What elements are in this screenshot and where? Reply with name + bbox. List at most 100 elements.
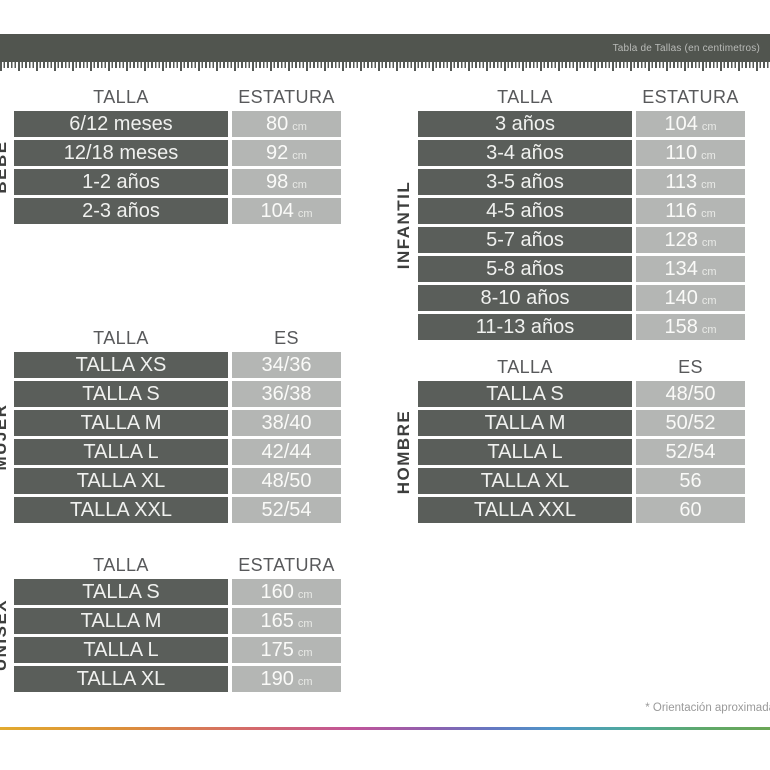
unit-label: cm	[701, 323, 717, 336]
size-cell: TALLA S	[14, 579, 228, 605]
size-cell: TALLA XL	[14, 468, 228, 494]
size-cell: TALLA XL	[14, 666, 228, 692]
value-cell: 104 cm	[636, 111, 745, 137]
size-cell: 11-13 años	[418, 314, 632, 340]
column-header-estatura: ESTATURA	[238, 555, 335, 575]
value-cell: 165 cm	[232, 608, 341, 634]
unit-label: cm	[297, 617, 313, 630]
height-value: 158	[664, 315, 698, 338]
column-header-es: ES	[274, 328, 299, 348]
column-header-talla: TALLA	[93, 555, 149, 575]
size-cell: 3-5 años	[418, 169, 632, 195]
value-cell: 116 cm	[636, 198, 745, 224]
size-cell: TALLA M	[418, 410, 632, 436]
table-row: TALLA S 36/38	[14, 381, 341, 407]
unit-label: cm	[297, 675, 313, 688]
value-cell: 160 cm	[232, 579, 341, 605]
table-header-row: TALLA ESTATURA	[14, 87, 341, 107]
unit-label: cm	[701, 120, 717, 133]
height-value: 134	[664, 257, 698, 280]
value-cell: 113 cm	[636, 169, 745, 195]
unit-label: cm	[701, 149, 716, 162]
height-value: 104	[260, 199, 294, 222]
value-cell: 110 cm	[636, 140, 745, 166]
height-value: 165	[260, 609, 294, 632]
value-cell: 140 cm	[636, 285, 745, 311]
value-cell: 42/44	[232, 439, 341, 465]
value-cell: 134 cm	[636, 256, 745, 282]
table-row: 3-5 años 113 cm	[418, 169, 745, 195]
orientation-note: * Orientación aproximada	[645, 702, 770, 714]
value-cell: 80 cm	[232, 111, 341, 137]
size-cell: TALLA S	[14, 381, 228, 407]
table-row: 3 años 104 cm	[418, 111, 745, 137]
size-cell: TALLA L	[14, 637, 228, 663]
unit-label: cm	[701, 207, 716, 220]
height-value: 104	[664, 112, 698, 135]
section-label-bebe: BEBÉ	[0, 140, 10, 194]
table-row: TALLA L 175 cm	[14, 637, 341, 663]
value-cell: 60	[636, 497, 745, 523]
section-label-mujer: MUJER	[0, 403, 10, 471]
value-cell: 104 cm	[232, 198, 341, 224]
height-value: 190	[260, 667, 294, 690]
size-cell: 3-4 años	[418, 140, 632, 166]
value-cell: 52/54	[636, 439, 745, 465]
unit-label: cm	[701, 178, 716, 191]
size-cell: TALLA L	[14, 439, 228, 465]
value-cell: 36/38	[232, 381, 341, 407]
value-cell: 175 cm	[232, 637, 341, 663]
table-header-row: TALLA ESTATURA	[14, 555, 341, 575]
size-cell: TALLA S	[418, 381, 632, 407]
table-row: TALLA S 160 cm	[14, 579, 341, 605]
size-cell: 8-10 años	[418, 285, 632, 311]
table-hombre: TALLA ES TALLA S 48/50 TALLA M 50/52 TAL…	[418, 357, 745, 526]
height-value: 92	[266, 141, 289, 164]
size-cell: TALLA M	[14, 410, 228, 436]
height-value: 128	[664, 228, 698, 251]
size-cell: 4-5 años	[418, 198, 632, 224]
table-header-row: TALLA ES	[14, 328, 341, 348]
table-row: 5-8 años 134 cm	[418, 256, 745, 282]
column-header-talla: TALLA	[497, 87, 553, 107]
section-label-hombre: HOMBRE	[394, 409, 413, 495]
size-cell: 3 años	[418, 111, 632, 137]
title-bar: Tabla de Tallas (en centimetros)	[0, 34, 770, 62]
unit-label: cm	[297, 646, 313, 659]
value-cell: 50/52	[636, 410, 745, 436]
table-row: TALLA S 48/50	[418, 381, 745, 407]
ruler-ticks-large	[0, 62, 770, 71]
table-row: 3-4 años 110 cm	[418, 140, 745, 166]
size-cell: 5-7 años	[418, 227, 632, 253]
rainbow-divider	[0, 727, 770, 730]
table-row: 4-5 años 116 cm	[418, 198, 745, 224]
table-mujer: TALLA ES TALLA XS 34/36 TALLA S 36/38 TA…	[14, 328, 341, 526]
unit-label: cm	[701, 236, 717, 249]
table-row: TALLA L 42/44	[14, 439, 341, 465]
table-row: TALLA XS 34/36	[14, 352, 341, 378]
height-value: 110	[665, 141, 698, 164]
value-cell: 52/54	[232, 497, 341, 523]
table-row: 1-2 años 98 cm	[14, 169, 341, 195]
height-value: 175	[260, 638, 294, 661]
height-value: 140	[664, 286, 698, 309]
size-cell: TALLA L	[418, 439, 632, 465]
size-cell: TALLA XXL	[14, 497, 228, 523]
table-bebe: TALLA ESTATURA 6/12 meses 80 cm 12/18 mes…	[14, 87, 341, 227]
size-cell: TALLA XL	[418, 468, 632, 494]
table-row: TALLA XXL 52/54	[14, 497, 341, 523]
value-cell: 34/36	[232, 352, 341, 378]
value-cell: 158 cm	[636, 314, 745, 340]
table-row: TALLA XL 190 cm	[14, 666, 341, 692]
column-header-es: ES	[678, 357, 703, 377]
size-cell: TALLA M	[14, 608, 228, 634]
value-cell: 190 cm	[232, 666, 341, 692]
table-row: 6/12 meses 80 cm	[14, 111, 341, 137]
table-infantil: TALLA ESTATURA 3 años 104 cm 3-4 años 110…	[418, 87, 745, 343]
size-cell: 6/12 meses	[14, 111, 228, 137]
table-header-row: TALLA ESTATURA	[418, 87, 745, 107]
column-header-estatura: ESTATURA	[238, 87, 335, 107]
section-label-unisex: UNISEX	[0, 598, 10, 672]
height-value: 116	[665, 199, 698, 222]
size-cell: TALLA XXL	[418, 497, 632, 523]
